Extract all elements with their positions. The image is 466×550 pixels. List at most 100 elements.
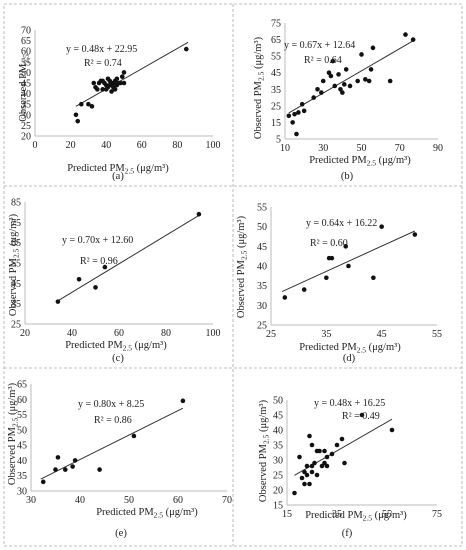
data-point [89, 104, 95, 109]
data-point [370, 45, 376, 51]
data-point [307, 481, 312, 487]
y-tick-label: 40 [17, 456, 27, 467]
y-tick-label: 35 [271, 85, 281, 96]
trendline [281, 230, 416, 293]
scatter-panel-3: 20 40 60 80 100 25 35 45 55 65 75 85 y = 0.70x + 12.… [8, 198, 221, 365]
x-tick-label: 40 [101, 140, 111, 151]
x-tick-label: 60 [114, 328, 124, 339]
data-point [63, 467, 68, 472]
y-tick-label: 45 [271, 68, 281, 79]
data-point [296, 110, 301, 115]
scatter-panel-2: 10 30 50 70 90 5 15 25 35 45 55 65 75y = 0.67x + 12.… [253, 19, 443, 183]
data-point [114, 76, 120, 82]
x-tick-label: 55 [382, 509, 392, 520]
y-tick-label: 20 [273, 486, 283, 497]
data-point [311, 95, 316, 100]
y-tick-label: 60 [17, 395, 27, 406]
x-tick-label: 35 [332, 509, 342, 520]
y-tick-label: 25 [273, 471, 283, 482]
trendline [57, 214, 200, 302]
data-point [355, 78, 360, 84]
data-point [55, 299, 61, 304]
data-point [73, 112, 79, 118]
data-point [109, 89, 114, 94]
y-tick-label: 50 [21, 68, 31, 79]
y-tick-label: 65 [17, 380, 27, 391]
data-point [40, 479, 46, 485]
y-tick-label: 55 [257, 203, 267, 214]
x-tick-label: 30 [318, 143, 328, 154]
data-point [91, 80, 97, 86]
x-tick-label: 100 [206, 328, 221, 339]
data-point [307, 433, 312, 439]
data-point [317, 448, 322, 454]
data-point [75, 118, 81, 124]
scatter-panel-4: 25 35 45 55 25 30 35 40 45 50 55 y = 0.64x + 16.22 R… [236, 203, 442, 365]
data-point [302, 481, 307, 487]
data-point [180, 398, 186, 404]
y-tick-label: 50 [257, 222, 267, 233]
y-tick-label: 65 [271, 35, 281, 46]
data-point [389, 427, 395, 433]
data-point [347, 83, 353, 89]
y-tick-label: 30 [257, 301, 267, 312]
data-point [286, 113, 292, 119]
y-tick-label: 45 [17, 441, 27, 452]
data-point [196, 211, 202, 217]
data-point [371, 275, 376, 281]
data-point [184, 46, 189, 52]
scatter-panel-5: 30 40 50 60 70 30 35 40 45 50 55 60 65 y = 0.80x + 8.… [7, 380, 232, 540]
panel-caption: (b) [341, 171, 354, 182]
data-point [112, 87, 118, 92]
x-tick-label: 100 [206, 140, 221, 151]
data-point [86, 101, 91, 107]
panel-caption: (a) [112, 171, 124, 182]
data-point [304, 463, 310, 469]
y-tick-label: 30 [21, 110, 31, 121]
data-point [332, 83, 338, 89]
x-axis-label: Predicted PM2.5 (μg/m³) [67, 163, 169, 176]
data-point [366, 78, 372, 84]
y-tick-label: 35 [257, 281, 267, 292]
r-squared: R² = 0.74 [84, 58, 122, 69]
x-tick-label: 20 [20, 328, 30, 339]
data-point [324, 275, 329, 281]
y-tick-label: 45 [21, 79, 31, 90]
data-point [301, 108, 307, 114]
data-point [53, 467, 58, 472]
regression-equation: y = 0.80x + 8.25 [78, 399, 144, 410]
data-point [97, 467, 102, 472]
x-tick-label: 35 [321, 329, 331, 340]
data-point [359, 412, 365, 418]
y-tick-label: 65 [21, 36, 31, 47]
y-axis-label: Observed PM2.5 (μg/m³) [8, 213, 21, 316]
y-tick-label: 75 [11, 218, 21, 229]
y-tick-label: 20 [21, 132, 31, 143]
y-tick-label: 5 [276, 135, 281, 146]
data-point [299, 101, 305, 107]
panel-caption: (d) [343, 353, 356, 364]
x-tick-label: 40 [67, 328, 77, 339]
y-tick-label: 65 [11, 238, 21, 249]
data-point [72, 458, 78, 463]
x-axis-label: Predicted PM2.5 (μg/m³) [65, 340, 167, 353]
y-tick-label: 45 [11, 279, 21, 290]
y-tick-label: 15 [271, 118, 281, 129]
data-point [341, 82, 347, 87]
y-tick-label: 70 [21, 26, 31, 37]
data-point [368, 67, 374, 72]
data-point [329, 255, 335, 261]
trendline [294, 418, 393, 476]
data-point [315, 86, 320, 92]
trendline [40, 407, 184, 480]
y-tick-label: 30 [17, 487, 27, 498]
data-point [282, 295, 288, 300]
x-tick-label: 25 [266, 329, 276, 340]
data-point [301, 287, 307, 292]
data-point [403, 32, 408, 37]
x-tick-label: 70 [395, 143, 405, 154]
data-point [340, 90, 345, 95]
r-squared: R² = 0.64 [304, 55, 342, 66]
scatter-panel-6: 15 35 55 75 15 20 25 30 35 40 45 50 y = 0.48x + 16.2… [258, 396, 442, 540]
